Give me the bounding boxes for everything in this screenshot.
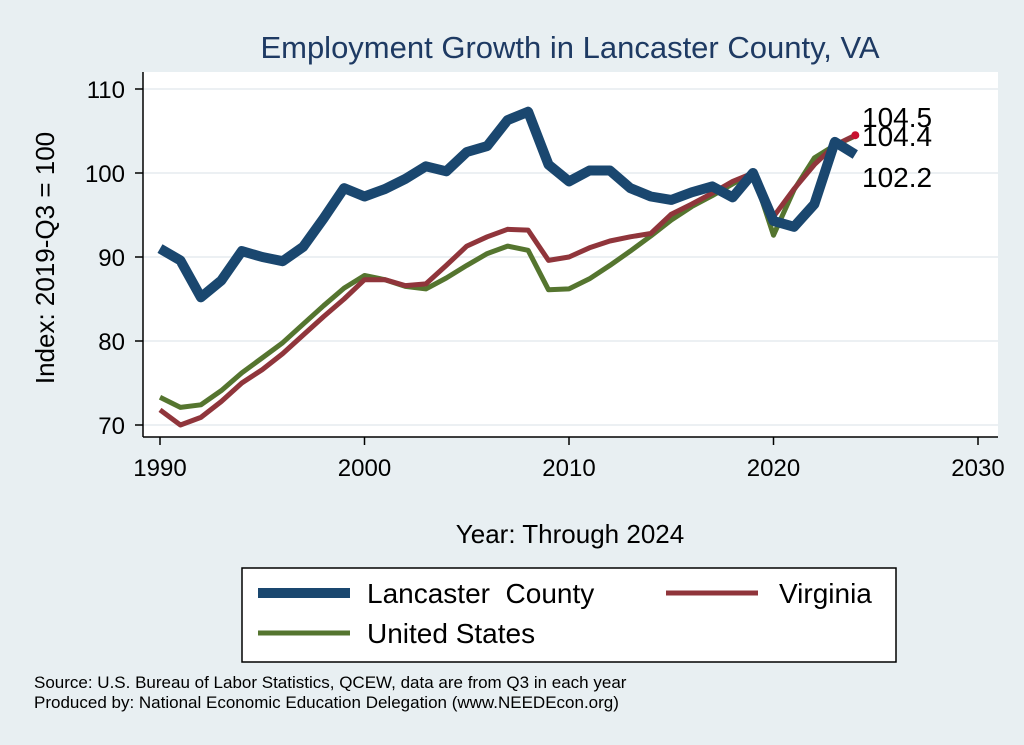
legend: Lancaster County Virginia United States [241, 567, 897, 663]
y-tick-label: 90 [98, 245, 125, 272]
axes: 70 80 90 100 110 1990 2000 2010 2020 2030 [85, 72, 1005, 482]
chart-title: Employment Growth in Lancaster County, V… [260, 30, 879, 65]
x-axis-label: Year: Through 2024 [456, 519, 684, 549]
y-tick-label: 110 [87, 77, 125, 104]
source-note: Source: U.S. Bureau of Labor Statistics,… [34, 673, 627, 692]
legend-box [241, 567, 897, 663]
x-tick-label: 2010 [542, 455, 595, 482]
y-axis-label: Index: 2019-Q3 = 100 [30, 132, 60, 384]
virginia-end-marker [851, 131, 860, 140]
legend-label-united-states: United States [367, 618, 535, 649]
end-label-virginia: 104.5 [862, 102, 932, 133]
x-tick-label: 2030 [951, 455, 1004, 482]
line-virginia [158, 132, 857, 428]
series-lines [157, 106, 858, 428]
x-tick-label: 2000 [338, 455, 391, 482]
line-lancaster-county [157, 106, 858, 303]
legend-label-virginia: Virginia [779, 578, 872, 609]
x-tick-label: 2020 [747, 455, 800, 482]
legend-label-lancaster: Lancaster County [367, 578, 594, 609]
x-tick-label: 1990 [133, 455, 186, 482]
end-label-united-states: 104.4 [862, 121, 932, 152]
y-tick-label: 100 [85, 161, 125, 188]
y-tick-label: 80 [98, 329, 125, 356]
y-tick-label: 70 [98, 413, 125, 440]
end-label-lancaster: 102.2 [862, 162, 932, 193]
producer-note: Produced by: National Economic Education… [34, 693, 619, 712]
